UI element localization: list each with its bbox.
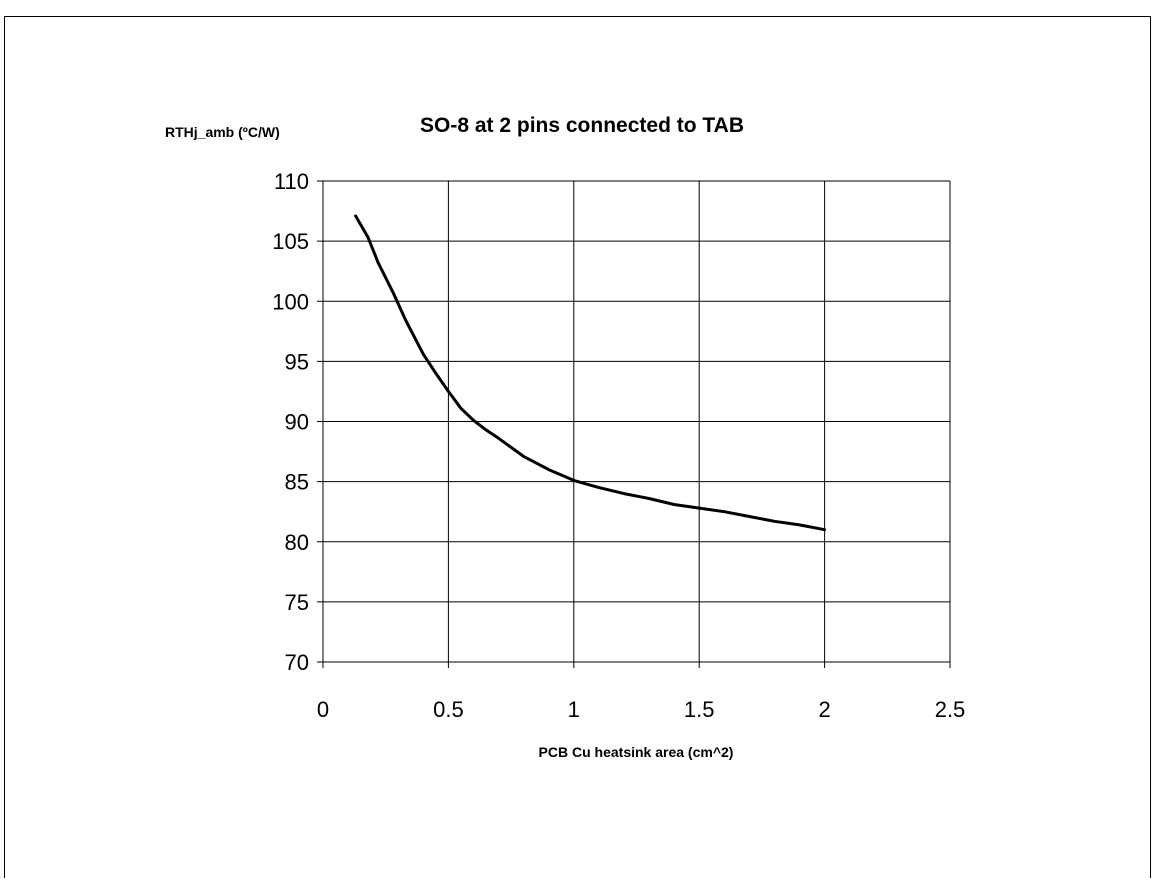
y-tick-label: 105: [272, 229, 309, 254]
y-tick-label: 80: [285, 530, 309, 555]
x-tick-label: 2: [818, 697, 830, 722]
x-tick-label: 0: [317, 697, 329, 722]
y-tick-label: 95: [285, 349, 309, 374]
y-tick-label: 70: [285, 650, 309, 675]
chart-title: SO-8 at 2 pins connected to TAB: [420, 114, 744, 137]
figure-frame: [4, 16, 1151, 878]
y-tick-label: 85: [285, 470, 309, 495]
x-tick-label: 2.5: [935, 697, 966, 722]
y-tick-label: 75: [285, 590, 309, 615]
x-axis-label: PCB Cu heatsink area (cm^2): [539, 744, 734, 760]
x-tick-label: 0.5: [433, 697, 464, 722]
x-tick-label: 1.5: [684, 697, 715, 722]
x-tick-label: 1: [568, 697, 580, 722]
series-group: [354, 214, 827, 532]
y-tick-label: 110: [274, 169, 309, 194]
y-tick-label: 90: [285, 410, 309, 435]
series-line: [354, 214, 827, 532]
axes: [317, 180, 951, 668]
tick-labels: 70 75 80 85 90 95 100 105 110 0 0.5 1 1.5 2 2.5: [272, 169, 965, 722]
y-axis-label: RTHj_amb (ºC/W): [165, 124, 280, 140]
y-tick-label: 100: [272, 289, 309, 314]
grid: [323, 180, 951, 662]
